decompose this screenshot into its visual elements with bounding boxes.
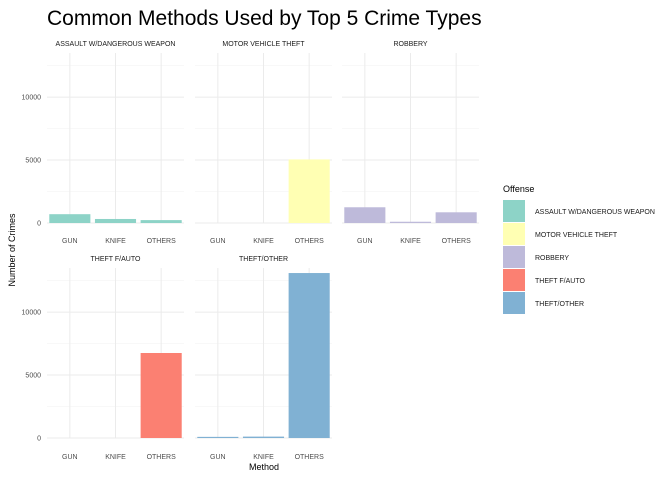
x-tick-label: KNIFE	[253, 454, 274, 461]
facet-panel-robbery: ROBBERY GUN KNIFE OTHERS	[342, 41, 479, 245]
x-tick-label: KNIFE	[105, 238, 126, 245]
legend-label: THEFT F/AUTO	[535, 278, 585, 285]
y-tick-label: 0	[37, 436, 41, 443]
legend-key	[503, 200, 525, 222]
x-tick-label: OTHERS	[295, 238, 325, 245]
y-tick-label: 5000	[25, 373, 41, 380]
legend-key	[503, 292, 525, 314]
legend-entry-theft-other: THEFT/OTHER	[503, 292, 584, 314]
legend-key	[503, 246, 525, 268]
legend-label: THEFT/OTHER	[535, 301, 584, 308]
legend-title: Offense	[503, 184, 534, 194]
legend-label: ASSAULT W/DANGEROUS WEAPON	[535, 209, 655, 216]
y-tick-label: 5000	[25, 158, 41, 165]
legend-entry-assault-w-dangerous-weapon: ASSAULT W/DANGEROUS WEAPON	[503, 200, 655, 222]
bar-theft-other-others	[288, 273, 330, 438]
legend-entry-motor-vehicle-theft: MOTOR VEHICLE THEFT	[503, 223, 618, 245]
facet-panel-theft-f-auto: THEFT F/AUTO GUN KNIFE OTHERS 0 5000 10000	[22, 256, 184, 461]
facet-panel-assault-w-dangerous-weapon: ASSAULT W/DANGEROUS WEAPON GUN KNIFE OTHERS…	[22, 41, 184, 245]
x-tick-label: GUN	[210, 238, 226, 245]
facet-panel-motor-vehicle-theft: MOTOR VEHICLE THEFT GUN KNIFE OTHERS	[195, 41, 332, 245]
bar-assault-w-dangerous-weapon-others	[140, 220, 182, 223]
bar-theft-other-knife	[242, 436, 285, 438]
bar-robbery-gun	[344, 207, 386, 223]
x-tick-label: GUN	[210, 454, 226, 461]
x-tick-label: GUN	[62, 454, 78, 461]
facet-panel-theft-other: THEFT/OTHER GUN KNIFE OTHERS	[195, 256, 332, 461]
facet-strip-label: ASSAULT W/DANGEROUS WEAPON	[56, 41, 176, 48]
facet-strip-label: ROBBERY	[393, 41, 427, 48]
legend-entry-theft-f-auto: THEFT F/AUTO	[503, 269, 585, 291]
bar-motor-vehicle-theft-others	[288, 159, 330, 223]
bar-robbery-knife	[389, 221, 432, 223]
facet-panels: ASSAULT W/DANGEROUS WEAPON GUN KNIFE OTHERS…	[22, 41, 479, 461]
bar-theft-f-auto-others	[140, 353, 182, 438]
bar-robbery-others	[435, 212, 477, 223]
y-tick-label: 10000	[22, 95, 42, 102]
x-tick-label: GUN	[357, 238, 373, 245]
bar-assault-w-dangerous-weapon-knife	[94, 218, 137, 223]
x-tick-label: KNIFE	[105, 454, 126, 461]
x-tick-label: OTHERS	[295, 454, 325, 461]
legend-entry-robbery: ROBBERY	[503, 246, 569, 268]
y-tick-label: 10000	[22, 310, 42, 317]
x-axis-title: Method	[249, 462, 279, 472]
x-tick-label: OTHERS	[442, 238, 472, 245]
bar-assault-w-dangerous-weapon-gun	[49, 214, 91, 223]
x-tick-label: KNIFE	[253, 238, 274, 245]
legend-key	[503, 223, 525, 245]
legend-label: MOTOR VEHICLE THEFT	[535, 232, 618, 239]
x-tick-label: OTHERS	[147, 454, 177, 461]
y-tick-label: 0	[37, 221, 41, 228]
legend: Offense ASSAULT W/DANGEROUS WEAPON MOTOR …	[503, 184, 655, 314]
y-axis-title: Number of Crimes	[7, 213, 17, 287]
x-tick-label: OTHERS	[147, 238, 177, 245]
x-tick-label: GUN	[62, 238, 78, 245]
x-tick-label: KNIFE	[400, 238, 421, 245]
facet-strip-label: MOTOR VEHICLE THEFT	[222, 41, 305, 48]
chart-title: Common Methods Used by Top 5 Crime Types	[47, 7, 482, 30]
bar-theft-other-gun	[197, 436, 239, 438]
facet-strip-label: THEFT/OTHER	[239, 256, 288, 263]
facet-strip-label: THEFT F/AUTO	[91, 256, 141, 263]
legend-key	[503, 269, 525, 291]
legend-label: ROBBERY	[535, 255, 569, 262]
